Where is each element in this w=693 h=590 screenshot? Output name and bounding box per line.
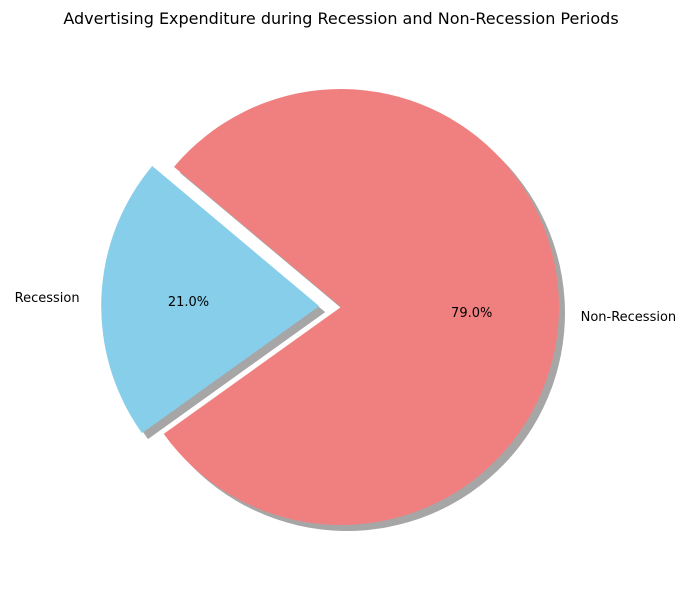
chart-title: Advertising Expenditure during Recession… <box>63 9 618 28</box>
pie-labels: 21.0% Recession 79.0% Non-Recession <box>15 291 677 325</box>
pct-label-non-recession: 79.0% <box>451 306 492 321</box>
slice-label-non-recession: Non-Recession <box>581 310 677 325</box>
slice-recession <box>101 166 320 434</box>
pie-slices <box>101 88 560 525</box>
slice-non-recession <box>163 88 560 525</box>
slice-label-recession: Recession <box>15 291 80 306</box>
pct-label-recession: 21.0% <box>168 295 209 310</box>
